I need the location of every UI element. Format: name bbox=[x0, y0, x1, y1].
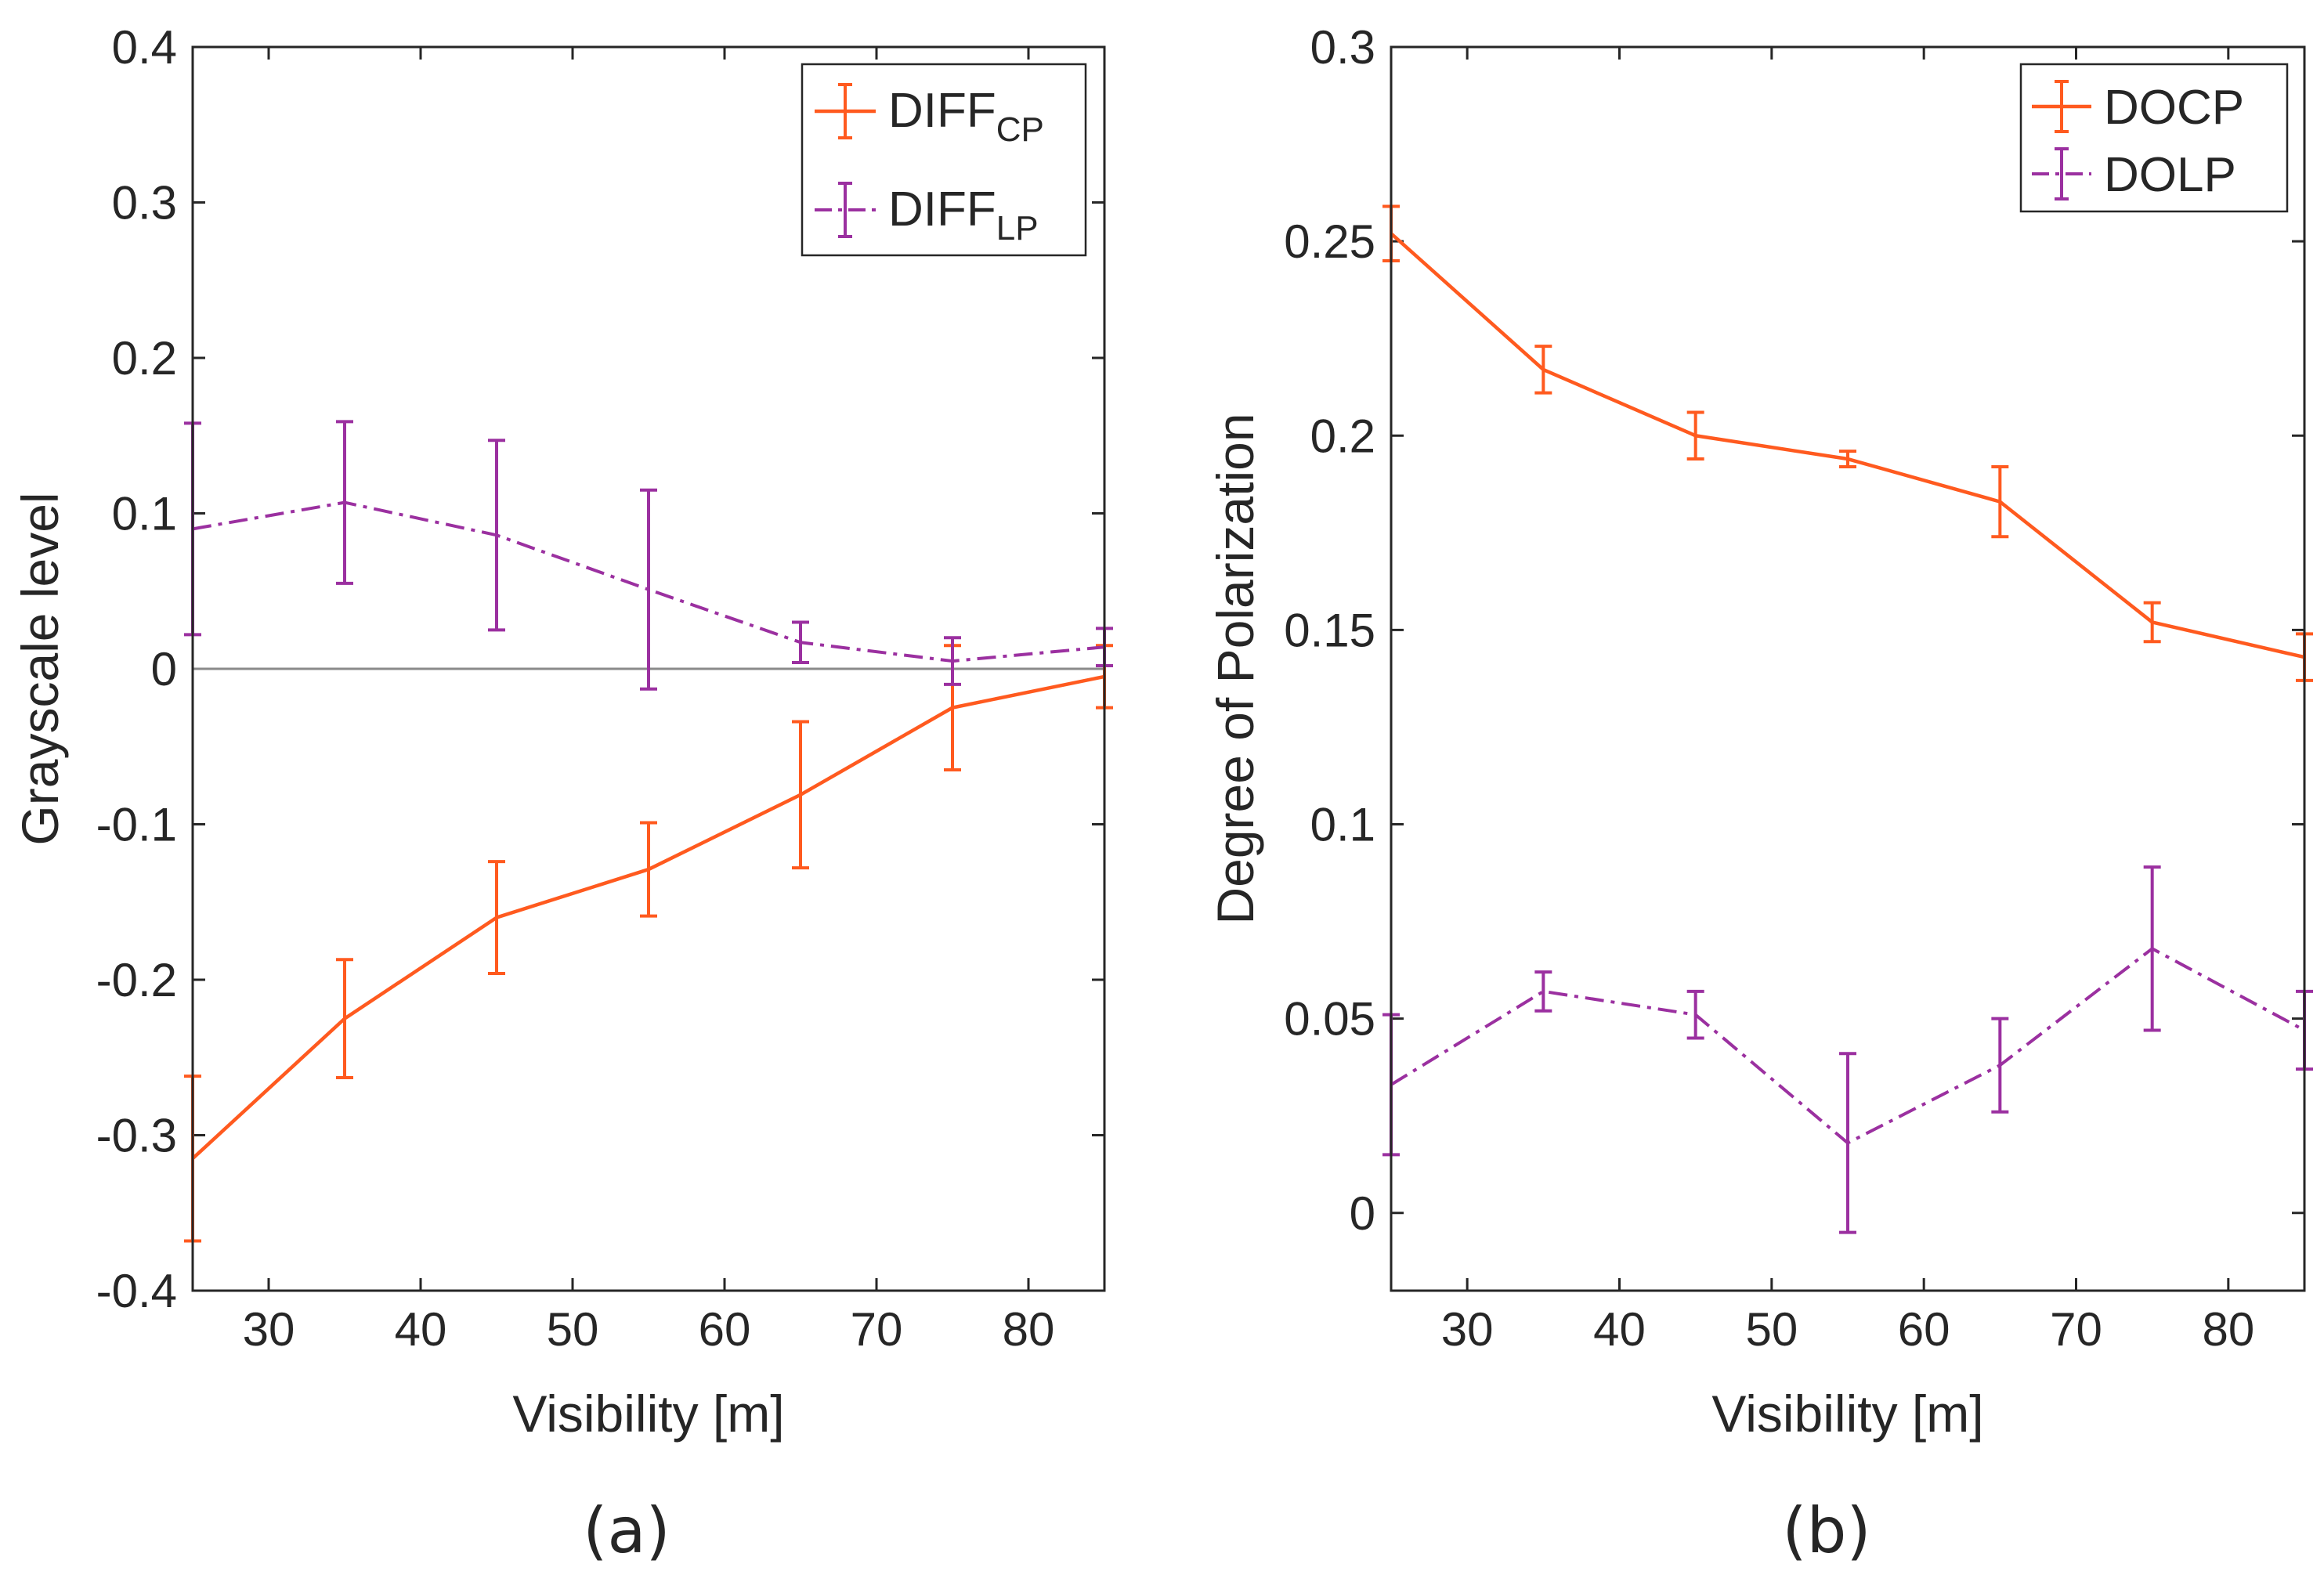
panel-b-axes: 30 40 50 60 70 80 0 0.05 0.1 0.15 0.2 0.25 0.3 bbox=[1284, 21, 2304, 1356]
errorbar-diff-cp-65 bbox=[792, 721, 809, 868]
panel-a-ytick-label: -0.1 bbox=[96, 799, 177, 851]
series-line-docp bbox=[1391, 233, 2304, 657]
panel-b-xlabel: Visibility [m] bbox=[1711, 1385, 1983, 1443]
panel-b-ytick-label: 0 bbox=[1350, 1187, 1375, 1240]
panel-b-xtick-label: 80 bbox=[2202, 1303, 2254, 1356]
panel-b-series-layer bbox=[1382, 206, 2313, 1232]
panel-b-ytick-label: 0.3 bbox=[1310, 21, 1375, 74]
panel-b-ytick-label: 0.25 bbox=[1284, 215, 1375, 268]
legend-label-docp: DOCP bbox=[2104, 81, 2244, 135]
panel-a-xtick-label: 80 bbox=[1003, 1303, 1055, 1356]
panel-a-xtick-label: 50 bbox=[547, 1303, 599, 1356]
panel-a-ytick-label: 0.1 bbox=[112, 488, 177, 540]
figure: 30 40 50 60 70 80 -0.4 -0.3 -0.2 -0.1 0 0.1 0.2 0.3 0.… bbox=[0, 0, 2324, 1582]
panel-a-ytick-label: 0.2 bbox=[112, 332, 177, 385]
panel-a-ytick-label: 0 bbox=[151, 643, 177, 695]
panel-a-ytick-label: -0.3 bbox=[96, 1110, 177, 1162]
errorbar-diff-lp-55 bbox=[640, 490, 657, 689]
errorbar-dolp-75 bbox=[2144, 867, 2161, 1030]
panel-b-ytick-label: 0.15 bbox=[1284, 604, 1375, 656]
panel-a-xtick-label: 40 bbox=[395, 1303, 447, 1356]
panel-a-xtick-label: 70 bbox=[851, 1303, 903, 1356]
errorbar-dolp-55 bbox=[1839, 1053, 1856, 1232]
panel-b-legend: DOCP DOLP bbox=[2021, 64, 2287, 211]
panel-b-xtick-label: 30 bbox=[1441, 1303, 1494, 1356]
panel-b-label: (b) bbox=[1782, 1494, 1870, 1567]
panel-a-xtick-label: 30 bbox=[243, 1303, 295, 1356]
errorbar-diff-cp-45 bbox=[488, 861, 505, 973]
panel-b-xtick-label: 50 bbox=[1745, 1303, 1798, 1356]
panel-b-xtick-label: 70 bbox=[2050, 1303, 2102, 1356]
panel-b-ytick-label: 0.05 bbox=[1284, 993, 1375, 1046]
panel-b-ytick-label: 0.1 bbox=[1310, 799, 1375, 851]
panel-a: 30 40 50 60 70 80 -0.4 -0.3 -0.2 -0.1 0 0.1 0.2 0.3 0.… bbox=[11, 21, 1113, 1567]
panel-a-xtick-label: 60 bbox=[699, 1303, 751, 1356]
panel-b-ytick-label: 0.2 bbox=[1310, 410, 1375, 462]
panel-b-xtick-label: 40 bbox=[1593, 1303, 1646, 1356]
panel-a-ytick-label: -0.2 bbox=[96, 954, 177, 1006]
panel-a-ytick-label: -0.4 bbox=[96, 1265, 177, 1317]
panel-b: 30 40 50 60 70 80 0 0.05 0.1 0.15 0.2 0.25 0.3 Visib… bbox=[1206, 21, 2313, 1567]
panel-b-ylabel: Degree of Polarization bbox=[1206, 413, 1264, 924]
panel-a-series-layer bbox=[184, 421, 1113, 1241]
legend-label-dolp: DOLP bbox=[2104, 148, 2236, 202]
panel-a-legend: DIFFCP DIFFLP bbox=[802, 64, 1086, 255]
errorbar-diff-cp-55 bbox=[640, 823, 657, 916]
panel-a-ylabel: Grayscale level bbox=[11, 492, 69, 845]
legend-entry-dolp: DOLP bbox=[2032, 148, 2236, 202]
panel-a-ytick-label: 0.3 bbox=[112, 177, 177, 229]
errorbar-dolp-65 bbox=[1991, 1019, 2008, 1112]
panel-a-ytick-label: 0.4 bbox=[112, 21, 177, 74]
errorbar-docp-35 bbox=[1534, 346, 1552, 393]
panel-a-xlabel: Visibility [m] bbox=[512, 1385, 784, 1443]
errorbar-diff-cp-35 bbox=[336, 959, 353, 1078]
panel-a-label: (a) bbox=[583, 1494, 670, 1567]
panel-b-xtick-label: 60 bbox=[1898, 1303, 1950, 1356]
errorbar-dolp-45 bbox=[1687, 991, 1704, 1038]
